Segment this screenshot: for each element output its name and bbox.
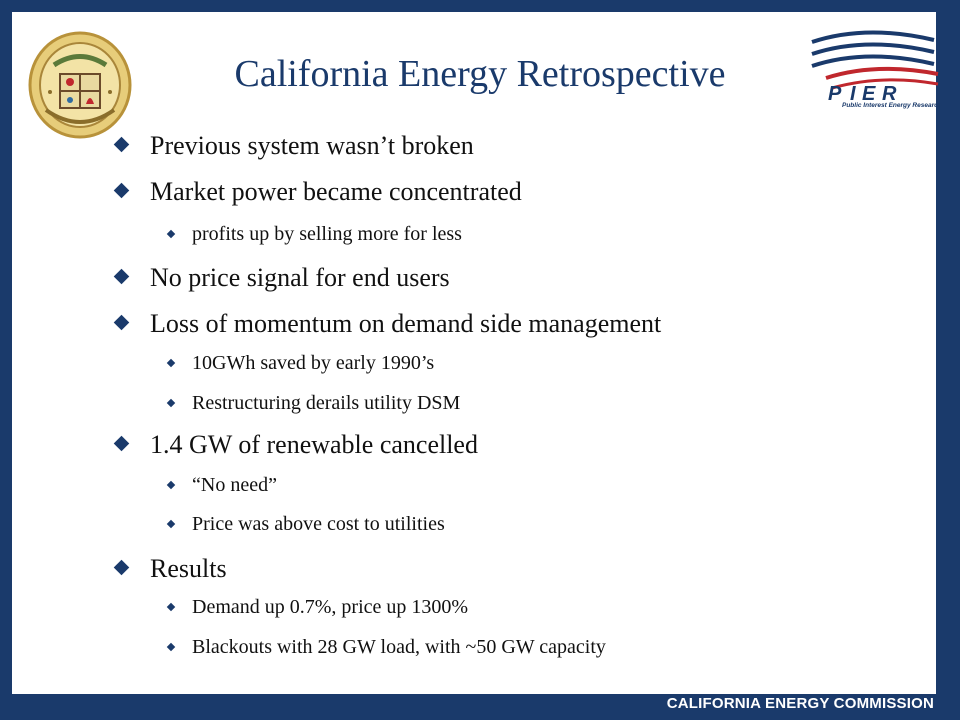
diamond-bullet-icon: [113, 182, 130, 199]
sub-bullet-item: profits up by selling more for less: [166, 223, 462, 246]
svg-text:I: I: [850, 83, 856, 105]
sub-bullet-item: Price was above cost to utilities: [166, 513, 445, 536]
slide-frame: [12, 12, 936, 694]
bullet-text: “No need”: [192, 474, 277, 496]
sub-bullet-item: Blackouts with 28 GW load, with ~50 GW c…: [166, 636, 606, 659]
sub-bullet-item: Restructuring derails utility DSM: [166, 392, 461, 415]
bullet-text: Results: [150, 554, 227, 583]
footer-organization: CALIFORNIA ENERGY COMMISSION: [666, 695, 934, 712]
small-diamond-bullet-icon: [166, 480, 176, 490]
sub-bullet-item: 10GWh saved by early 1990’s: [166, 352, 435, 375]
bullet-text: Restructuring derails utility DSM: [192, 392, 461, 414]
bullet-item: Results: [113, 554, 227, 584]
svg-text:R: R: [882, 83, 897, 105]
bullet-item: Previous system wasn’t broken: [113, 131, 474, 161]
sub-bullet-item: “No need”: [166, 474, 277, 497]
svg-text:P: P: [828, 83, 842, 105]
bullet-text: Demand up 0.7%, price up 1300%: [192, 596, 469, 618]
bullet-item: Loss of momentum on demand side manageme…: [113, 309, 662, 339]
bullet-text: 10GWh saved by early 1990’s: [192, 352, 435, 374]
bullet-text: Market power became concentrated: [150, 177, 522, 206]
small-diamond-bullet-icon: [166, 519, 176, 529]
diamond-bullet-icon: [113, 435, 130, 452]
bullet-item: Market power became concentrated: [113, 177, 522, 207]
bullet-text: 1.4 GW of renewable cancelled: [150, 430, 478, 459]
bullet-item: No price signal for end users: [113, 263, 450, 293]
energy-commission-seal-icon: [28, 31, 132, 139]
bullet-text: No price signal for end users: [150, 263, 450, 292]
small-diamond-bullet-icon: [166, 642, 176, 652]
sub-bullet-item: Demand up 0.7%, price up 1300%: [166, 596, 469, 619]
small-diamond-bullet-icon: [166, 602, 176, 612]
small-diamond-bullet-icon: [166, 229, 176, 239]
small-diamond-bullet-icon: [166, 398, 176, 408]
bullet-text: Loss of momentum on demand side manageme…: [150, 309, 662, 338]
slide-title: California Energy Retrospective: [234, 53, 726, 95]
pier-subtitle: Public Interest Energy Research: [842, 102, 942, 109]
bullet-text: Blackouts with 28 GW load, with ~50 GW c…: [192, 636, 606, 658]
bullet-text: Price was above cost to utilities: [192, 513, 445, 535]
bullet-text: profits up by selling more for less: [192, 223, 462, 245]
bullet-item: 1.4 GW of renewable cancelled: [113, 430, 478, 460]
diamond-bullet-icon: [113, 559, 130, 576]
diamond-bullet-icon: [113, 314, 130, 331]
diamond-bullet-icon: [113, 268, 130, 285]
diamond-bullet-icon: [113, 136, 130, 153]
svg-text:E: E: [862, 83, 876, 105]
small-diamond-bullet-icon: [166, 358, 176, 368]
bullet-text: Previous system wasn’t broken: [150, 131, 474, 160]
pier-logo-icon: P I E R: [811, 30, 939, 105]
